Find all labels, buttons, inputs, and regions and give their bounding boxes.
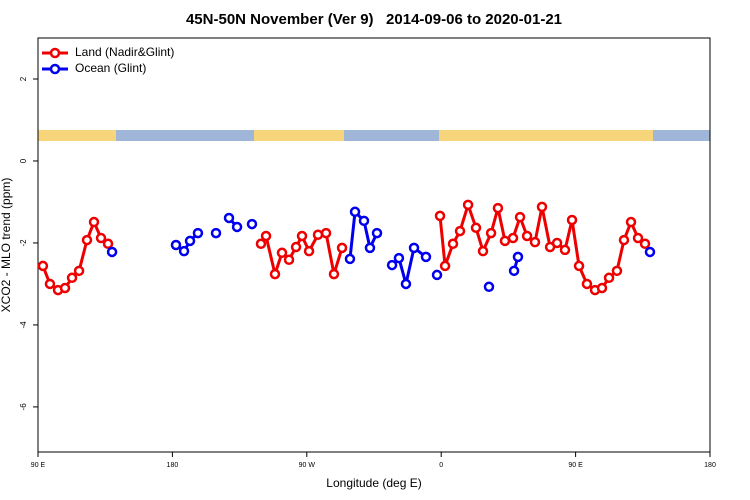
point: [386, 259, 398, 271]
point: [596, 282, 608, 294]
point: [551, 237, 563, 249]
point: [639, 238, 651, 250]
point: [283, 254, 295, 266]
x-tick-label: 180: [704, 462, 716, 469]
point: [320, 227, 332, 239]
point: [73, 265, 85, 277]
point: [255, 238, 267, 250]
point: [508, 265, 520, 277]
point: [566, 214, 578, 226]
point: [431, 269, 443, 281]
point: [483, 281, 495, 293]
land-band: [254, 130, 344, 141]
point: [632, 232, 644, 244]
point: [312, 229, 324, 241]
point: [358, 215, 370, 227]
point: [420, 251, 432, 263]
ocean-band: [653, 130, 710, 141]
chart-title: 45N-50N November (Ver 9) 2014-09-06 to 2…: [186, 11, 562, 28]
x-tick-label: 90 W: [299, 462, 316, 469]
point: [260, 230, 272, 242]
point: [170, 239, 182, 251]
point: [336, 242, 348, 254]
land-ocean-strip: [38, 130, 710, 141]
point: [364, 242, 376, 254]
point: [400, 278, 412, 290]
point: [447, 238, 459, 250]
point: [246, 218, 258, 230]
land-band: [38, 130, 116, 141]
point: [529, 236, 541, 248]
point: [44, 278, 56, 290]
point: [231, 221, 243, 233]
point: [178, 245, 190, 257]
point: [618, 234, 630, 246]
point: [223, 212, 235, 224]
point: [462, 199, 474, 211]
point: [349, 206, 361, 218]
point: [296, 230, 308, 242]
point: [102, 238, 114, 250]
point: [303, 245, 315, 257]
point: [492, 202, 504, 214]
point: [210, 227, 222, 239]
y-axis-label: XCO2 - MLO trend (ppm): [0, 178, 13, 313]
point: [512, 251, 524, 263]
point: [269, 268, 281, 280]
point: [625, 216, 637, 228]
point: [470, 222, 482, 234]
point: [499, 235, 511, 247]
point: [611, 265, 623, 277]
point: [81, 234, 93, 246]
x-tick-label: 0: [439, 462, 443, 469]
point: [521, 230, 533, 242]
point: [344, 253, 356, 265]
point: [393, 252, 405, 264]
point: [408, 242, 420, 254]
point: [88, 216, 100, 228]
point: [485, 227, 497, 239]
point: [276, 247, 288, 259]
legend-marker: [49, 47, 61, 59]
point: [184, 235, 196, 247]
legend-label: Land (Nadir&Glint): [75, 45, 174, 59]
point: [106, 246, 118, 258]
legend-marker: [49, 63, 61, 75]
point: [59, 282, 71, 294]
x-axis-label: Longitude (deg E): [326, 476, 421, 490]
x-tick-label: 90 E: [568, 462, 583, 469]
point: [434, 210, 446, 222]
point: [371, 227, 383, 239]
land-band: [439, 130, 653, 141]
point: [573, 260, 585, 272]
point: [37, 260, 49, 272]
x-tick-label: 90 E: [31, 462, 46, 469]
plot-frame: [37, 37, 711, 453]
x-tick-label: 180: [167, 462, 179, 469]
y-tick-label: -6: [19, 403, 28, 411]
point: [477, 245, 489, 257]
point: [66, 272, 78, 284]
point: [328, 268, 340, 280]
ocean-band: [116, 130, 254, 141]
point: [95, 232, 107, 244]
point: [290, 241, 302, 253]
y-tick-label: -2: [19, 239, 28, 247]
point: [644, 246, 656, 258]
point: [192, 227, 204, 239]
y-tick-label: 0: [19, 158, 28, 163]
point: [454, 225, 466, 237]
point: [559, 244, 571, 256]
legend-label: Ocean (Glint): [75, 61, 146, 75]
y-tick-label: -4: [19, 321, 28, 329]
y-tick-label: 2: [19, 76, 28, 81]
ocean-band: [344, 130, 439, 141]
point: [514, 211, 526, 223]
point: [603, 272, 615, 284]
point: [439, 260, 451, 272]
point: [581, 278, 593, 290]
point: [507, 232, 519, 244]
point: [536, 201, 548, 213]
